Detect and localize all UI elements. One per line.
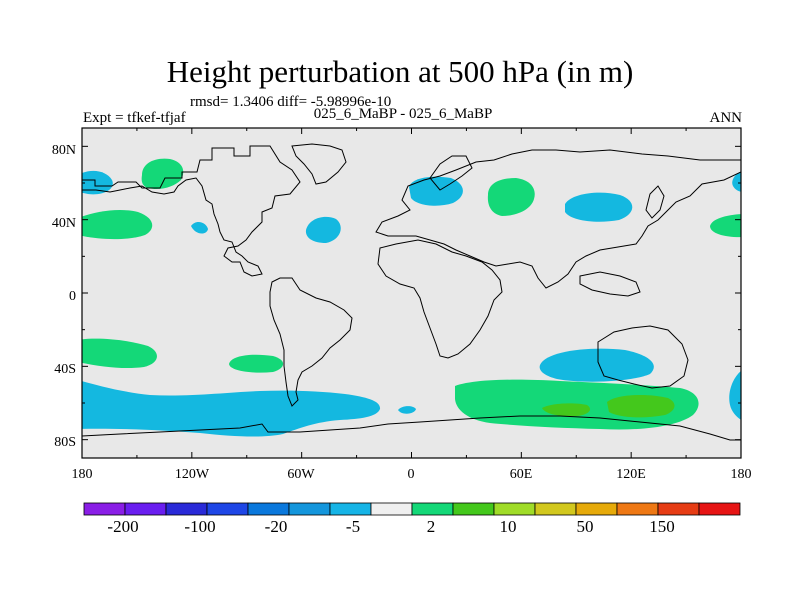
colorbar-swatch bbox=[698, 502, 741, 516]
anomaly-positive-npac-south bbox=[82, 209, 153, 240]
colorbar-swatch bbox=[83, 502, 126, 516]
colorbar-swatch bbox=[616, 502, 659, 516]
anomaly-positive-npac bbox=[141, 158, 184, 190]
plot-title: Height perturbation at 500 hPa (in m) bbox=[166, 54, 634, 89]
anomaly-positive-central-asia bbox=[487, 178, 535, 216]
anomaly-layer bbox=[82, 158, 741, 437]
anomaly-positive-strong-1 bbox=[542, 403, 590, 417]
axis-ticks bbox=[81, 128, 742, 458]
season-label: ANN bbox=[709, 110, 743, 126]
x-tick-label: 60W bbox=[287, 467, 315, 482]
x-tick-label: 0 bbox=[408, 467, 415, 482]
anomaly-positive-strong-2 bbox=[607, 394, 675, 418]
y-tick-label: 40N bbox=[52, 216, 76, 231]
coastline-eurasia bbox=[375, 149, 741, 289]
anomaly-negative-southern-dateline bbox=[729, 370, 741, 420]
anomaly-negative-southern-ocean-west bbox=[82, 381, 381, 437]
colorbar-swatch bbox=[370, 502, 413, 516]
experiment-label: Expt = tfkef-tfjaf bbox=[83, 110, 186, 126]
anomaly-negative-asia bbox=[565, 192, 633, 222]
colorbar-swatch bbox=[411, 502, 454, 516]
colorbar bbox=[83, 502, 741, 516]
y-tick-label: 80N bbox=[52, 143, 76, 158]
colorbar-label: -5 bbox=[346, 517, 360, 536]
colorbar-swatch bbox=[493, 502, 536, 516]
anomaly-negative-indian-ocean bbox=[539, 348, 654, 382]
colorbar-label: -20 bbox=[265, 517, 288, 536]
colorbar-swatch bbox=[206, 502, 249, 516]
anomaly-negative-atlantic bbox=[305, 216, 341, 243]
colorbar-swatch bbox=[657, 502, 700, 516]
colorbar-swatch bbox=[288, 502, 331, 516]
x-tick-label: 120E bbox=[616, 467, 646, 482]
colorbar-label: -100 bbox=[184, 517, 215, 536]
anomaly-negative-small-pac bbox=[191, 222, 208, 234]
colorbar-label: 2 bbox=[427, 517, 436, 536]
colorbar-swatch bbox=[124, 502, 167, 516]
coastline-africa bbox=[377, 239, 503, 359]
anomaly-positive-south-america bbox=[229, 354, 284, 373]
anomaly-positive-south-pacific bbox=[82, 338, 157, 369]
colorbar-label: 10 bbox=[500, 517, 517, 536]
coastline-japan bbox=[645, 185, 665, 219]
colorbar-swatch bbox=[329, 502, 372, 516]
x-tick-label: 60E bbox=[510, 467, 533, 482]
anomaly-negative-npac-west bbox=[82, 170, 113, 195]
coastline-layer bbox=[82, 143, 741, 441]
y-tick-label: 0 bbox=[69, 289, 76, 304]
y-axis-labels: 80N 40N 0 40S 80S bbox=[52, 143, 76, 450]
statistics-label: rmsd= 1.3406 diff= -5.98996e-10 bbox=[190, 94, 392, 110]
coastline-antarctica bbox=[82, 415, 741, 441]
y-tick-label: 40S bbox=[54, 362, 76, 377]
x-tick-label: 180 bbox=[731, 467, 752, 482]
x-tick-label: 180 bbox=[72, 467, 93, 482]
coastline-greenland bbox=[291, 143, 347, 185]
coastline-north-america bbox=[82, 145, 301, 277]
colorbar-label: 150 bbox=[649, 517, 675, 536]
colorbar-label: -200 bbox=[107, 517, 138, 536]
colorbar-swatch bbox=[534, 502, 577, 516]
y-tick-label: 80S bbox=[54, 435, 76, 450]
anomaly-negative-small-atlantic bbox=[398, 406, 416, 414]
coastline-australia bbox=[597, 325, 689, 389]
x-tick-label: 120W bbox=[175, 467, 210, 482]
comparison-label: 025_6_MaBP - 025_6_MaBP bbox=[313, 106, 493, 122]
colorbar-swatch bbox=[247, 502, 290, 516]
coastline-scandinavia bbox=[429, 155, 473, 191]
anomaly-negative-dateline bbox=[732, 171, 741, 192]
colorbar-swatch bbox=[452, 502, 495, 516]
x-axis-labels: 180 120W 60W 0 60E 120E 180 bbox=[72, 467, 752, 482]
colorbar-swatch bbox=[575, 502, 618, 516]
colorbar-labels: -200 -100 -20 -5 2 10 50 150 bbox=[107, 517, 674, 536]
anomaly-positive-dateline bbox=[710, 214, 741, 238]
colorbar-swatch bbox=[165, 502, 208, 516]
coastline-maritime bbox=[579, 271, 641, 297]
coastline-south-america bbox=[269, 277, 353, 407]
colorbar-label: 50 bbox=[577, 517, 594, 536]
